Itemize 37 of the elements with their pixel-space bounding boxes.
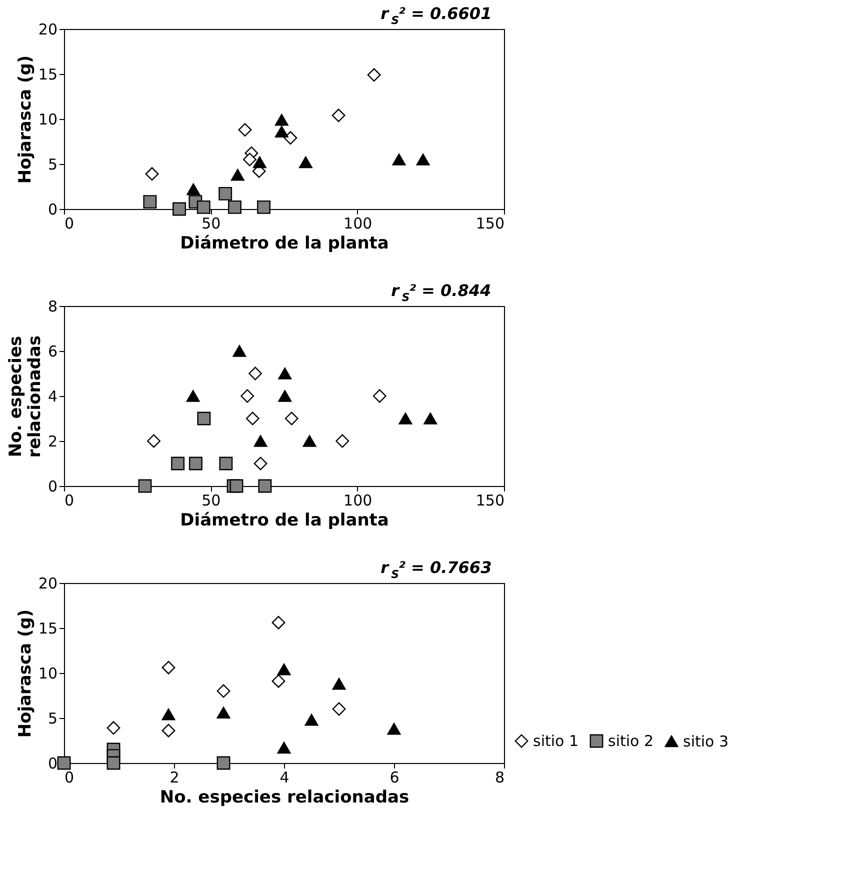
x-tick-label: 50 [202,214,221,232]
x-tick-label: 150 [476,214,504,232]
y-tick-label: 15 [38,620,58,638]
y-tick-label: 2 [48,432,58,450]
y-tick-label: 4 [48,388,58,406]
x-tick-label: 0 [64,214,74,232]
y-axis-title: Hojarasca (g) [15,609,36,738]
y-axis-title: Hojarasca (g) [15,55,36,184]
x-tick-label: 0 [64,492,74,510]
legend-label: sitio 2 [608,732,654,750]
x-tick-label: 4 [280,768,290,786]
x-tick-label: 100 [344,492,372,510]
x-tick-label: 6 [390,768,400,786]
x-axis-title: Diámetro de la planta [180,510,389,530]
x-axis-title: Diámetro de la planta [180,234,389,254]
y-tick-label: 20 [38,20,58,38]
legend-label: sitio 1 [533,732,579,750]
y-tick-label: 8 [48,298,58,316]
x-tick-label: 50 [202,492,221,510]
x-tick-label: 150 [476,492,504,510]
x-tick-label: 8 [494,768,504,786]
x-tick-label: 0 [64,768,74,786]
y-tick-label: 5 [48,156,58,174]
x-tick-label: 2 [170,768,180,786]
legend-label: sitio 3 [683,732,729,750]
y-tick-label: 20 [38,574,58,592]
y-axis-title: No. especies relacionadas [6,335,45,458]
y-tick-label: 0 [48,754,58,772]
y-tick-label: 10 [38,110,58,128]
y-tick-label: 5 [48,710,58,728]
y-tick-label: 10 [38,664,58,682]
x-tick-label: 100 [344,214,372,232]
y-tick-label: 0 [48,200,58,218]
x-axis-title: No. especies relacionadas [160,788,410,808]
y-tick-label: 0 [48,478,58,496]
y-tick-label: 15 [38,66,58,84]
y-tick-label: 6 [48,342,58,360]
